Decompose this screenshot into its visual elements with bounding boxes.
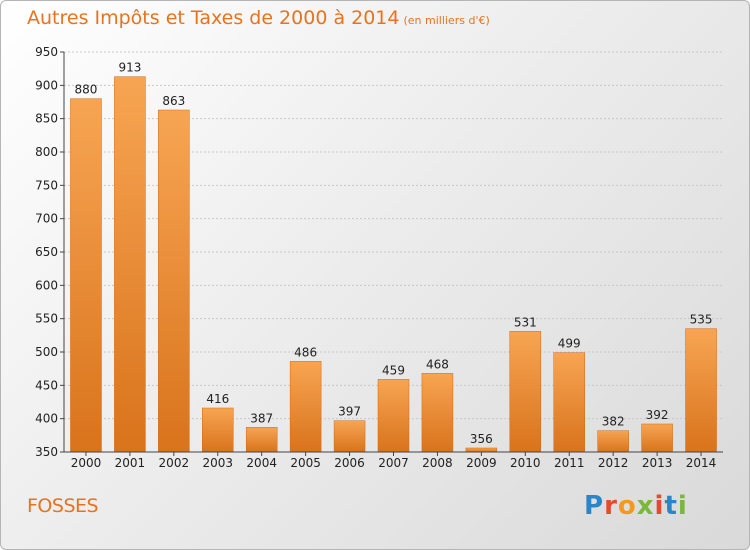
proxiti-logo: Proxiti [584, 491, 688, 521]
bar-value-label: 397 [338, 405, 361, 419]
x-axis-ticks: 2000 2001 2002 2003 2004 2005 2006 2007 2008 2009… [71, 452, 717, 470]
bar-value-label: 913 [118, 61, 141, 75]
bar-value-label: 387 [250, 411, 273, 425]
bar-value-label: 416 [206, 392, 229, 406]
y-tick-label: 550 [35, 312, 58, 326]
bar [509, 331, 542, 453]
bar-value-label: 486 [294, 345, 317, 359]
x-tick-label: 2008 [422, 456, 453, 470]
city-name: FOSSES [27, 495, 99, 517]
x-tick-label: 2006 [334, 456, 365, 470]
x-tick-label: 2010 [510, 456, 541, 470]
x-tick-label: 2011 [554, 456, 585, 470]
y-tick-label: 500 [35, 345, 58, 359]
chart-title: Autres Impôts et Taxes de 2000 à 2014 (en… [27, 7, 490, 29]
bar [597, 430, 629, 453]
x-tick-label: 2000 [71, 456, 102, 470]
bar-value-label: 880 [75, 83, 98, 97]
y-tick-label: 900 [35, 78, 58, 92]
logo-letter: x [636, 491, 655, 521]
y-tick-label: 700 [35, 212, 58, 226]
x-tick-label: 2013 [642, 456, 673, 470]
y-tick-label: 350 [35, 445, 58, 459]
x-tick-label: 2009 [466, 456, 497, 470]
bar-value-label: 356 [470, 432, 493, 446]
logo-letter: i [677, 491, 688, 521]
logo-letter: o [617, 491, 637, 521]
y-axis-ticks: 350 400 450 500 550 600 650 700 750 800 850 900 950 [35, 45, 64, 459]
x-tick-label: 2001 [115, 456, 146, 470]
y-tick-label: 600 [35, 278, 58, 292]
x-tick-label: 2005 [290, 456, 321, 470]
bar [70, 98, 102, 453]
chart-title-text: Autres Impôts et Taxes de 2000 à 2014 [27, 7, 400, 29]
bar [158, 109, 190, 453]
y-tick-label: 750 [35, 178, 58, 192]
y-tick-label: 450 [35, 378, 58, 392]
x-tick-label: 2007 [378, 456, 409, 470]
bar [202, 407, 234, 453]
x-tick-label: 2012 [598, 456, 629, 470]
logo-letter: P [584, 491, 605, 521]
bar-value-label: 392 [646, 408, 669, 422]
bar-value-label: 382 [602, 415, 625, 429]
y-tick-label: 800 [35, 145, 58, 159]
bar [421, 373, 454, 453]
bar-value-label: 459 [382, 363, 405, 377]
bar [465, 447, 498, 453]
chart-subtitle: (en milliers d'€) [403, 14, 490, 27]
bar-value-label: 863 [162, 94, 185, 108]
x-tick-label: 2004 [246, 456, 277, 470]
value-labels: 880 913 863 416 387 486 397 459 468 356 531 499 382 3… [75, 61, 713, 446]
bar-value-label: 468 [426, 357, 449, 371]
bar [114, 76, 146, 453]
logo-letter: i [654, 491, 665, 521]
bar [245, 427, 278, 453]
bar-value-label: 535 [690, 313, 713, 327]
bars [70, 76, 717, 453]
bar [641, 423, 673, 453]
logo-letter: r [604, 491, 618, 521]
y-tick-label: 400 [35, 412, 58, 426]
bar-value-label: 531 [514, 315, 537, 329]
bar [289, 361, 322, 453]
y-tick-label: 650 [35, 245, 58, 259]
bar [553, 352, 585, 453]
y-tick-label: 950 [35, 45, 58, 59]
x-tick-label: 2003 [202, 456, 233, 470]
bar-value-label: 499 [558, 337, 581, 351]
bar [333, 420, 366, 453]
logo-letter: t [664, 491, 678, 521]
bar [377, 379, 410, 453]
x-tick-label: 2002 [159, 456, 190, 470]
y-tick-label: 850 [35, 112, 58, 126]
bar [685, 328, 717, 453]
x-tick-label: 2014 [686, 456, 717, 470]
